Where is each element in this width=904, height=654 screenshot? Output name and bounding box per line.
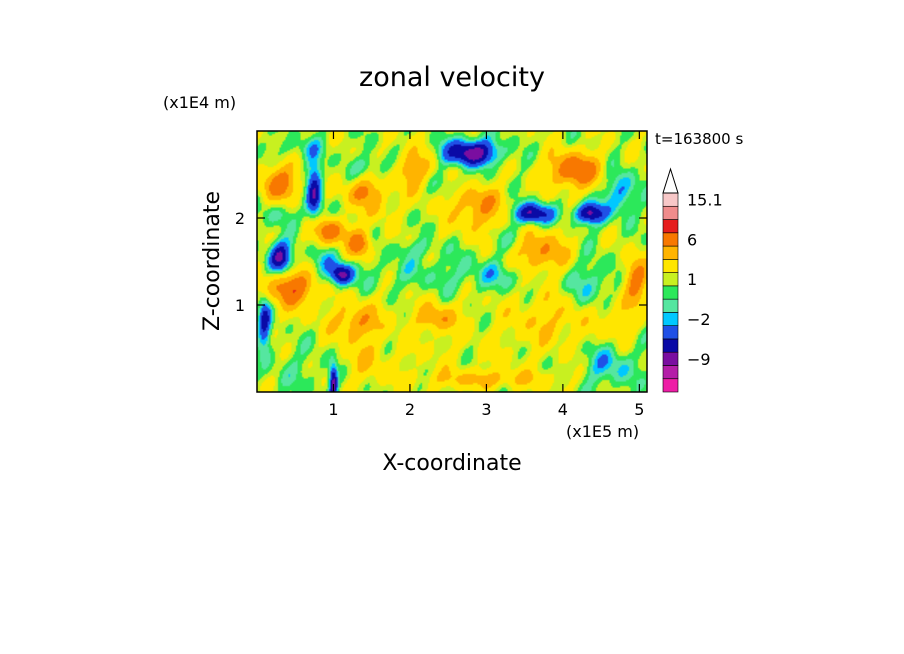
y-axis-ticks: 12 bbox=[235, 209, 647, 315]
colorbar-bin bbox=[662, 272, 679, 287]
colorbar-bin bbox=[662, 285, 679, 300]
colorbar-bin bbox=[662, 232, 679, 247]
colorbar-tick-label: 15.1 bbox=[687, 191, 723, 210]
plot-frame bbox=[256, 130, 648, 393]
colorbar-bin bbox=[662, 325, 679, 340]
colorbar-bin bbox=[662, 219, 679, 234]
colorbar-tick-label: −2 bbox=[687, 310, 711, 329]
colorbar-bin bbox=[662, 338, 679, 353]
colorbar-bin bbox=[662, 192, 679, 207]
velocity-field bbox=[257, 131, 647, 392]
colorbar-tick-label: 1 bbox=[687, 270, 697, 289]
colorbar-extend-arrow bbox=[662, 167, 679, 194]
colorbar-tick-label: 6 bbox=[687, 230, 697, 249]
x-axis-ticks: 1 2 3 4 5 bbox=[328, 131, 644, 419]
colorbar-bin bbox=[662, 351, 679, 366]
x-tick-label: 1 bbox=[328, 400, 338, 419]
x-tick-label: 5 bbox=[634, 400, 644, 419]
x-axis-label: X-coordinate bbox=[382, 451, 521, 476]
y-axis-label: Z-coordinate bbox=[200, 191, 225, 331]
chart-title: zonal velocity bbox=[359, 62, 545, 93]
time-label: t=163800 s bbox=[655, 130, 743, 148]
colorbar-bin bbox=[662, 378, 679, 393]
colorbar-bin bbox=[662, 365, 679, 380]
colorbar-bin bbox=[662, 312, 679, 326]
y-tick-label: 1 bbox=[235, 296, 245, 315]
colorbar-bin bbox=[662, 298, 679, 313]
colorbar: 15.1 6 1 −2 −9 bbox=[662, 167, 723, 393]
x-tick-label: 2 bbox=[405, 400, 415, 419]
x-scale-label: (x1E5 m) bbox=[566, 422, 639, 441]
y-tick-label: 2 bbox=[235, 209, 245, 228]
colorbar-bin bbox=[662, 205, 679, 220]
colorbar-bin bbox=[662, 245, 679, 260]
x-tick-label: 3 bbox=[481, 400, 491, 419]
colorbar-bin bbox=[662, 259, 679, 273]
x-tick-label: 4 bbox=[558, 400, 568, 419]
y-scale-label: (x1E4 m) bbox=[163, 93, 236, 112]
colorbar-tick-label: −9 bbox=[687, 350, 711, 369]
